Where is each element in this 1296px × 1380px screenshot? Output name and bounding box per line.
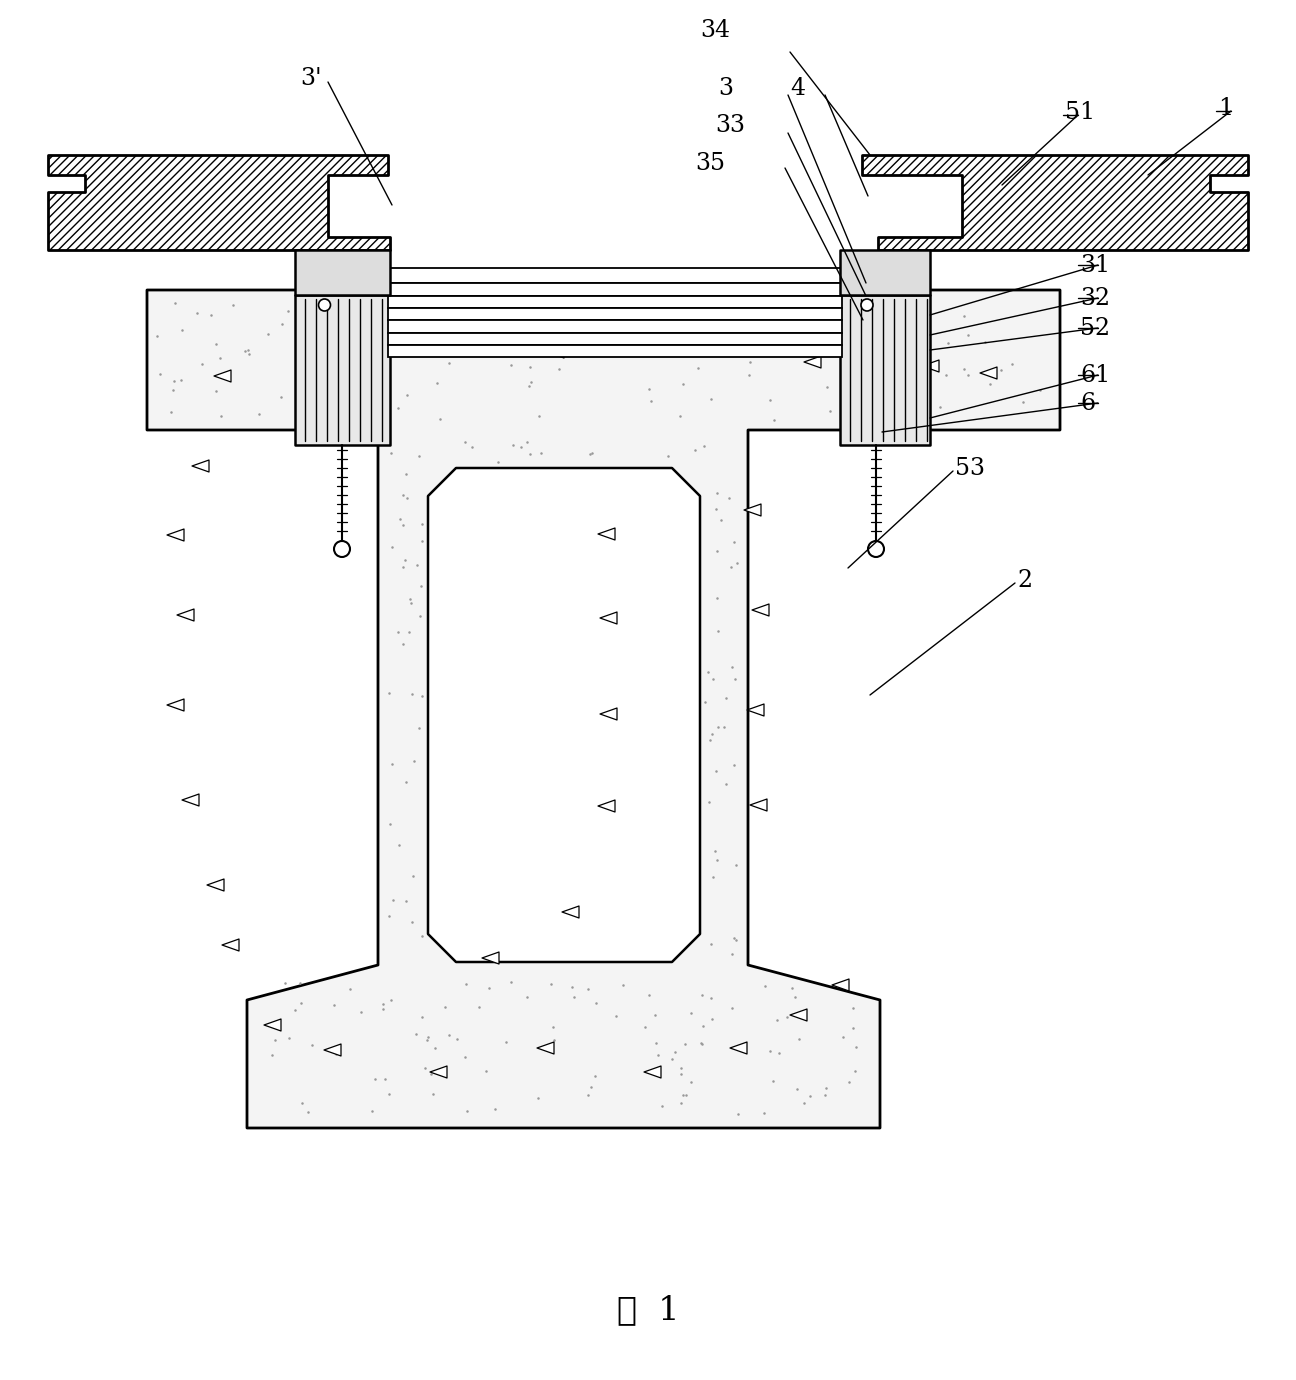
Polygon shape xyxy=(804,356,820,368)
Polygon shape xyxy=(840,250,931,295)
Polygon shape xyxy=(167,529,184,541)
Bar xyxy=(388,268,842,283)
Polygon shape xyxy=(746,704,765,716)
Polygon shape xyxy=(921,360,940,373)
Polygon shape xyxy=(181,793,200,806)
Bar xyxy=(388,320,842,333)
Text: 52: 52 xyxy=(1080,316,1111,339)
Polygon shape xyxy=(744,504,761,516)
Polygon shape xyxy=(980,367,997,380)
Text: 图  1: 图 1 xyxy=(617,1294,679,1326)
Text: 6: 6 xyxy=(1080,392,1095,414)
Polygon shape xyxy=(600,708,617,720)
Circle shape xyxy=(868,541,884,558)
Polygon shape xyxy=(862,155,1248,250)
Circle shape xyxy=(861,299,874,310)
Text: 31: 31 xyxy=(1080,254,1111,276)
Polygon shape xyxy=(684,339,701,351)
Text: 3: 3 xyxy=(718,76,734,99)
Polygon shape xyxy=(264,1018,281,1031)
Polygon shape xyxy=(832,978,849,991)
Polygon shape xyxy=(302,364,319,375)
Text: 51: 51 xyxy=(1065,101,1095,123)
Text: 33: 33 xyxy=(715,113,745,137)
Polygon shape xyxy=(146,290,1060,1127)
Polygon shape xyxy=(324,1045,341,1056)
Text: 32: 32 xyxy=(1080,287,1111,309)
Polygon shape xyxy=(791,1009,807,1021)
Bar xyxy=(388,333,842,345)
Polygon shape xyxy=(600,611,617,624)
Polygon shape xyxy=(644,1065,661,1078)
Polygon shape xyxy=(295,295,390,444)
Polygon shape xyxy=(752,604,769,615)
Polygon shape xyxy=(430,1065,447,1078)
Polygon shape xyxy=(477,344,494,356)
Polygon shape xyxy=(597,800,616,811)
Polygon shape xyxy=(428,468,700,962)
Text: 3': 3' xyxy=(299,66,321,90)
Polygon shape xyxy=(730,1042,746,1054)
Polygon shape xyxy=(562,907,579,918)
Bar xyxy=(388,283,842,295)
Polygon shape xyxy=(840,295,931,444)
Polygon shape xyxy=(167,700,184,711)
Text: 34: 34 xyxy=(700,18,730,41)
Polygon shape xyxy=(295,250,390,295)
Polygon shape xyxy=(192,460,209,472)
Text: 35: 35 xyxy=(695,152,724,174)
Polygon shape xyxy=(214,370,231,382)
Polygon shape xyxy=(547,346,564,357)
Polygon shape xyxy=(222,938,238,951)
Text: 53: 53 xyxy=(955,457,985,479)
Bar xyxy=(388,345,842,357)
Text: 61: 61 xyxy=(1080,363,1111,386)
Circle shape xyxy=(334,541,350,558)
Bar xyxy=(388,295,842,308)
Polygon shape xyxy=(178,609,194,621)
Text: 1: 1 xyxy=(1218,97,1232,120)
Text: 4: 4 xyxy=(791,76,805,99)
Polygon shape xyxy=(750,799,767,811)
Text: 2: 2 xyxy=(1017,569,1032,592)
Circle shape xyxy=(319,299,330,310)
Polygon shape xyxy=(597,529,616,540)
Bar xyxy=(388,308,842,320)
Polygon shape xyxy=(537,1042,553,1054)
Polygon shape xyxy=(482,952,499,965)
Polygon shape xyxy=(48,155,390,250)
Polygon shape xyxy=(207,879,224,891)
